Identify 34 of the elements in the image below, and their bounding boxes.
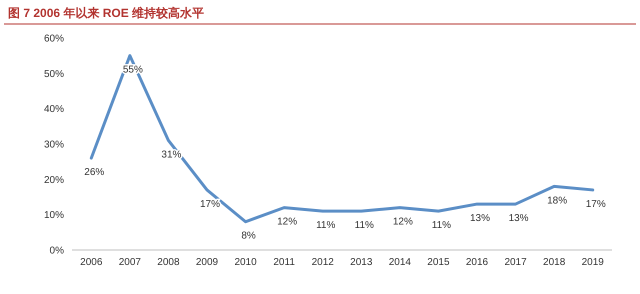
xtick: 2011: [273, 257, 295, 268]
value-label: 11%: [316, 220, 336, 232]
ytick: 20%: [44, 174, 64, 186]
ytick: 60%: [44, 34, 64, 44]
ytick: 30%: [44, 140, 64, 150]
value-label: 26%: [84, 167, 104, 178]
value-label: 18%: [547, 195, 568, 206]
value-label: 12%: [277, 216, 298, 228]
ytick: 50%: [44, 68, 64, 80]
ytick: 10%: [44, 210, 64, 222]
xtick: 2017: [504, 257, 527, 268]
value-label: 11%: [432, 220, 452, 232]
xtick: 2013: [350, 257, 372, 268]
title: 图 7 2006 年以来 ROE 维持较高水平: [8, 6, 204, 20]
value-label: 13%: [470, 213, 490, 224]
xtick: 2008: [157, 257, 180, 268]
ytick: 0%: [50, 246, 64, 256]
xtick: 2015: [427, 257, 450, 268]
ytick: 40%: [44, 104, 64, 116]
xtick: 2016: [466, 257, 488, 268]
value-label: 8%: [241, 230, 256, 242]
xtick: 2018: [543, 257, 566, 268]
xtick: 2006: [80, 257, 102, 268]
value-label: 11%: [354, 220, 374, 232]
value-label: 12%: [392, 216, 413, 228]
xtick: 2014: [388, 257, 411, 268]
xtick: 2019: [582, 257, 604, 268]
xtick: 2010: [234, 257, 257, 268]
xtick: 2007: [118, 257, 141, 268]
xtick: 2012: [312, 257, 334, 268]
value-label: 17%: [200, 198, 220, 210]
value-label: 13%: [508, 213, 529, 224]
xtick: 2009: [196, 257, 218, 268]
value-label: 17%: [586, 198, 606, 210]
